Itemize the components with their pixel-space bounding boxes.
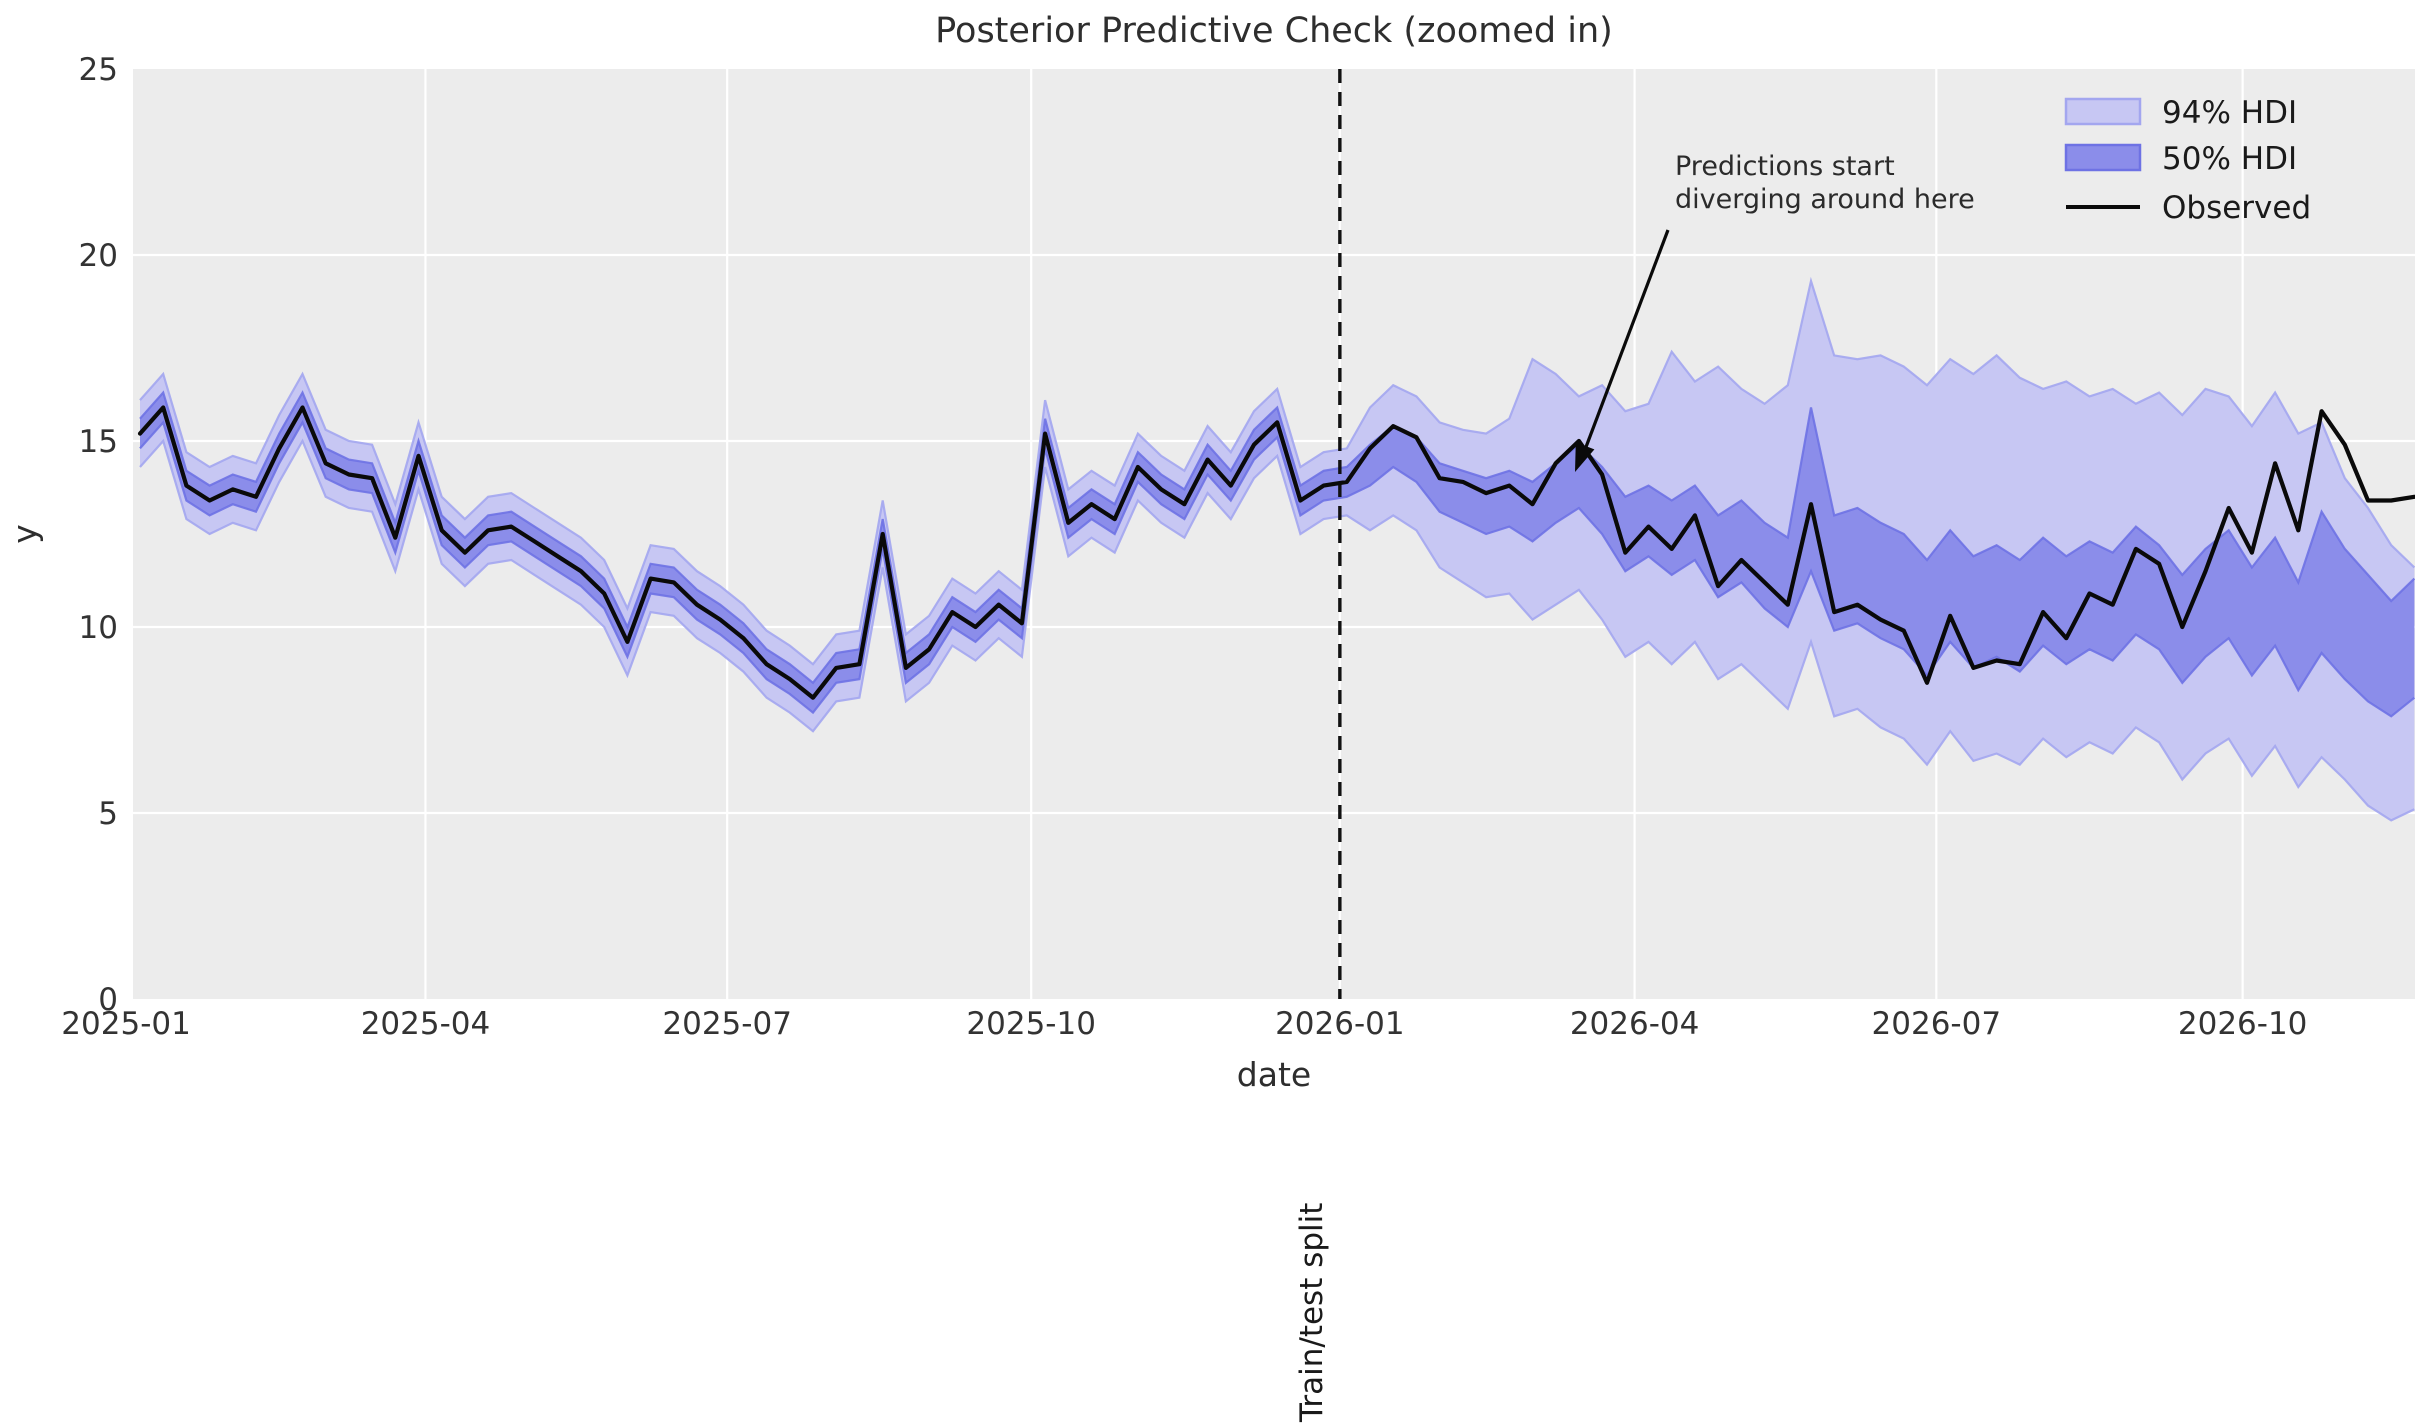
annotation-arrow-line — [1584, 229, 1670, 448]
x-axis-label: date — [1237, 1055, 1311, 1094]
y-tick-label: 15 — [79, 424, 118, 460]
x-tick-label: 2026-01 — [1275, 1006, 1405, 1042]
hdi50-upper-edge — [139, 390, 2415, 685]
hdi94-band — [140, 281, 2415, 821]
x-tick-label: 2026-10 — [2178, 1006, 2308, 1042]
x-tick-label: 2025-01 — [61, 1006, 191, 1042]
y-tick-label: 5 — [98, 796, 118, 832]
x-tick-label: 2025-07 — [662, 1006, 792, 1042]
hdi94-upper-edge — [139, 276, 2415, 666]
x-tick-label: 2025-04 — [361, 1006, 491, 1042]
annotation-text-line1: Predictions start — [1675, 151, 1895, 182]
legend-label-observed: Observed — [2162, 190, 2311, 226]
legend-swatch-50-hdi — [2064, 143, 2142, 172]
legend: 94% HDI 50% HDI Observed — [2064, 95, 2311, 226]
x-tick-label: 2026-04 — [1570, 1006, 1700, 1042]
legend-label-94-hdi: 94% HDI — [2162, 95, 2297, 131]
x-tick-label: 2026-07 — [1872, 1006, 2002, 1042]
annotation: Predictions start diverging around here — [1575, 151, 1975, 472]
plot-layers — [137, 69, 2415, 999]
tick-labels: 0 5 10 15 20 25 2025-01 2025-04 2025-07 2025-10 20… — [61, 52, 2307, 1042]
legend-label-50-hdi: 50% HDI — [2162, 141, 2297, 177]
chart-title: Posterior Predictive Check (zoomed in) — [935, 11, 1613, 51]
legend-swatch-94-hdi — [2064, 97, 2142, 126]
observed-line — [137, 405, 2415, 700]
hdi94-lower-edge — [139, 438, 2415, 822]
annotation-text-line2: diverging around here — [1675, 184, 1975, 215]
annotation-arrowhead — [1575, 442, 1595, 472]
y-tick-label: 0 — [98, 982, 118, 1018]
y-axis-label: y — [5, 524, 44, 544]
y-tick-label: 20 — [79, 238, 118, 274]
y-tick-label: 10 — [79, 610, 118, 646]
hdi50-band — [140, 392, 2415, 717]
train-test-split-label: Train/test split — [1294, 1203, 1330, 1423]
hdi50-lower-edge — [139, 419, 2415, 718]
x-tick-label: 2025-10 — [966, 1006, 1096, 1042]
y-tick-label: 25 — [79, 52, 118, 88]
